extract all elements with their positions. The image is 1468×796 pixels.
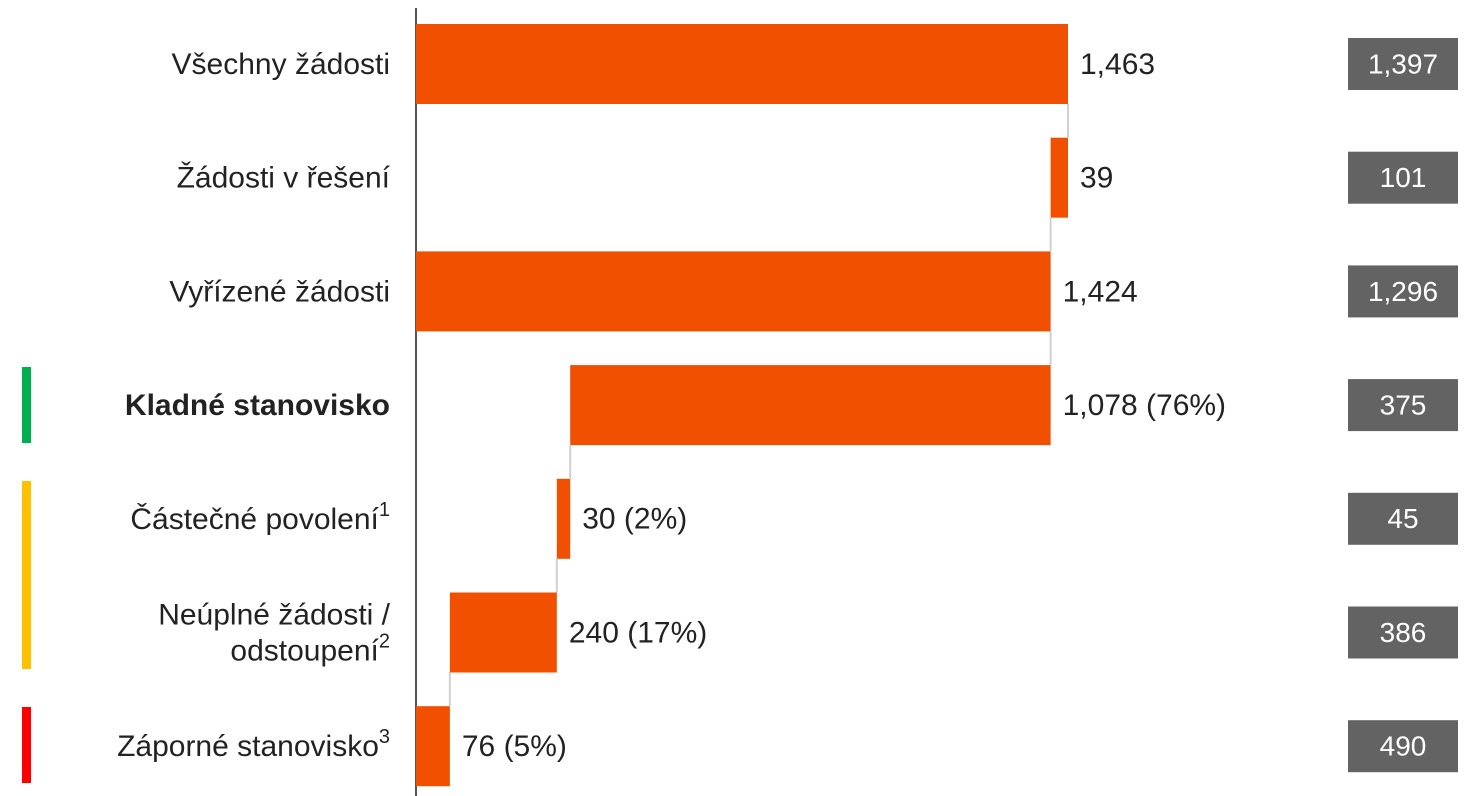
value-label: 76 (5%) bbox=[462, 730, 567, 763]
bar bbox=[556, 478, 571, 559]
footnote-mark: 1 bbox=[379, 499, 390, 521]
value-label: 1,078 (76%) bbox=[1063, 389, 1226, 422]
category-label: Vyřízené žádosti bbox=[169, 275, 390, 308]
side-box bbox=[1348, 492, 1458, 545]
category-label: Záporné stanovisko3 bbox=[117, 726, 390, 763]
value-label: 30 (2%) bbox=[582, 503, 687, 536]
category-line: Všechny žádosti bbox=[172, 48, 390, 81]
category-line: Kladné stanovisko bbox=[125, 389, 390, 422]
category-label: Neúplné žádosti / odstoupení2 bbox=[158, 598, 390, 667]
bar bbox=[416, 24, 1068, 104]
side-box bbox=[1348, 379, 1458, 432]
bar bbox=[416, 706, 450, 787]
side-value: 101 bbox=[1380, 162, 1427, 193]
group-marker bbox=[22, 481, 31, 669]
side-value: 386 bbox=[1380, 617, 1427, 648]
side-box bbox=[1348, 265, 1458, 318]
group-marker bbox=[22, 707, 31, 783]
value-label: 39 bbox=[1080, 162, 1113, 195]
bar bbox=[1050, 137, 1068, 218]
group-marker bbox=[22, 367, 31, 443]
category-label: Všechny žádosti bbox=[172, 48, 390, 81]
bar bbox=[570, 365, 1051, 446]
value-label: 1,424 bbox=[1063, 275, 1138, 308]
side-value: 45 bbox=[1387, 503, 1418, 534]
side-box bbox=[1348, 720, 1458, 773]
side-value: 1,397 bbox=[1368, 48, 1438, 79]
category-label: Kladné stanovisko bbox=[125, 389, 390, 422]
footnote-mark: 2 bbox=[379, 631, 390, 653]
bar bbox=[449, 592, 557, 673]
category-label: Žádosti v řešení bbox=[177, 162, 391, 195]
value-label: 1,463 bbox=[1080, 48, 1155, 81]
side-value: 375 bbox=[1380, 389, 1427, 420]
value-label: 240 (17%) bbox=[569, 616, 707, 649]
category-line: Vyřízené žádosti bbox=[169, 275, 390, 308]
category-line: Částečné povolení bbox=[130, 502, 379, 536]
category-label: Částečné povolení1 bbox=[130, 499, 390, 536]
side-value: 1,296 bbox=[1368, 276, 1438, 307]
side-box bbox=[1348, 606, 1458, 659]
category-line: odstoupení bbox=[230, 634, 379, 667]
category-line: Žádosti v řešení bbox=[177, 162, 391, 195]
footnote-mark: 3 bbox=[379, 726, 390, 748]
category-line: Neúplné žádosti / bbox=[158, 598, 390, 631]
side-box bbox=[1348, 151, 1458, 204]
side-value: 490 bbox=[1380, 731, 1427, 762]
bar bbox=[416, 251, 1051, 332]
category-line: Záporné stanovisko bbox=[117, 730, 379, 763]
side-box bbox=[1348, 38, 1458, 90]
